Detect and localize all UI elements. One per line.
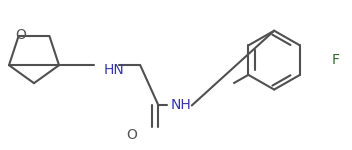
- Text: HN: HN: [104, 63, 125, 77]
- Text: O: O: [127, 128, 138, 142]
- Text: O: O: [15, 28, 26, 42]
- Text: F: F: [332, 53, 340, 67]
- Text: NH: NH: [171, 98, 191, 112]
